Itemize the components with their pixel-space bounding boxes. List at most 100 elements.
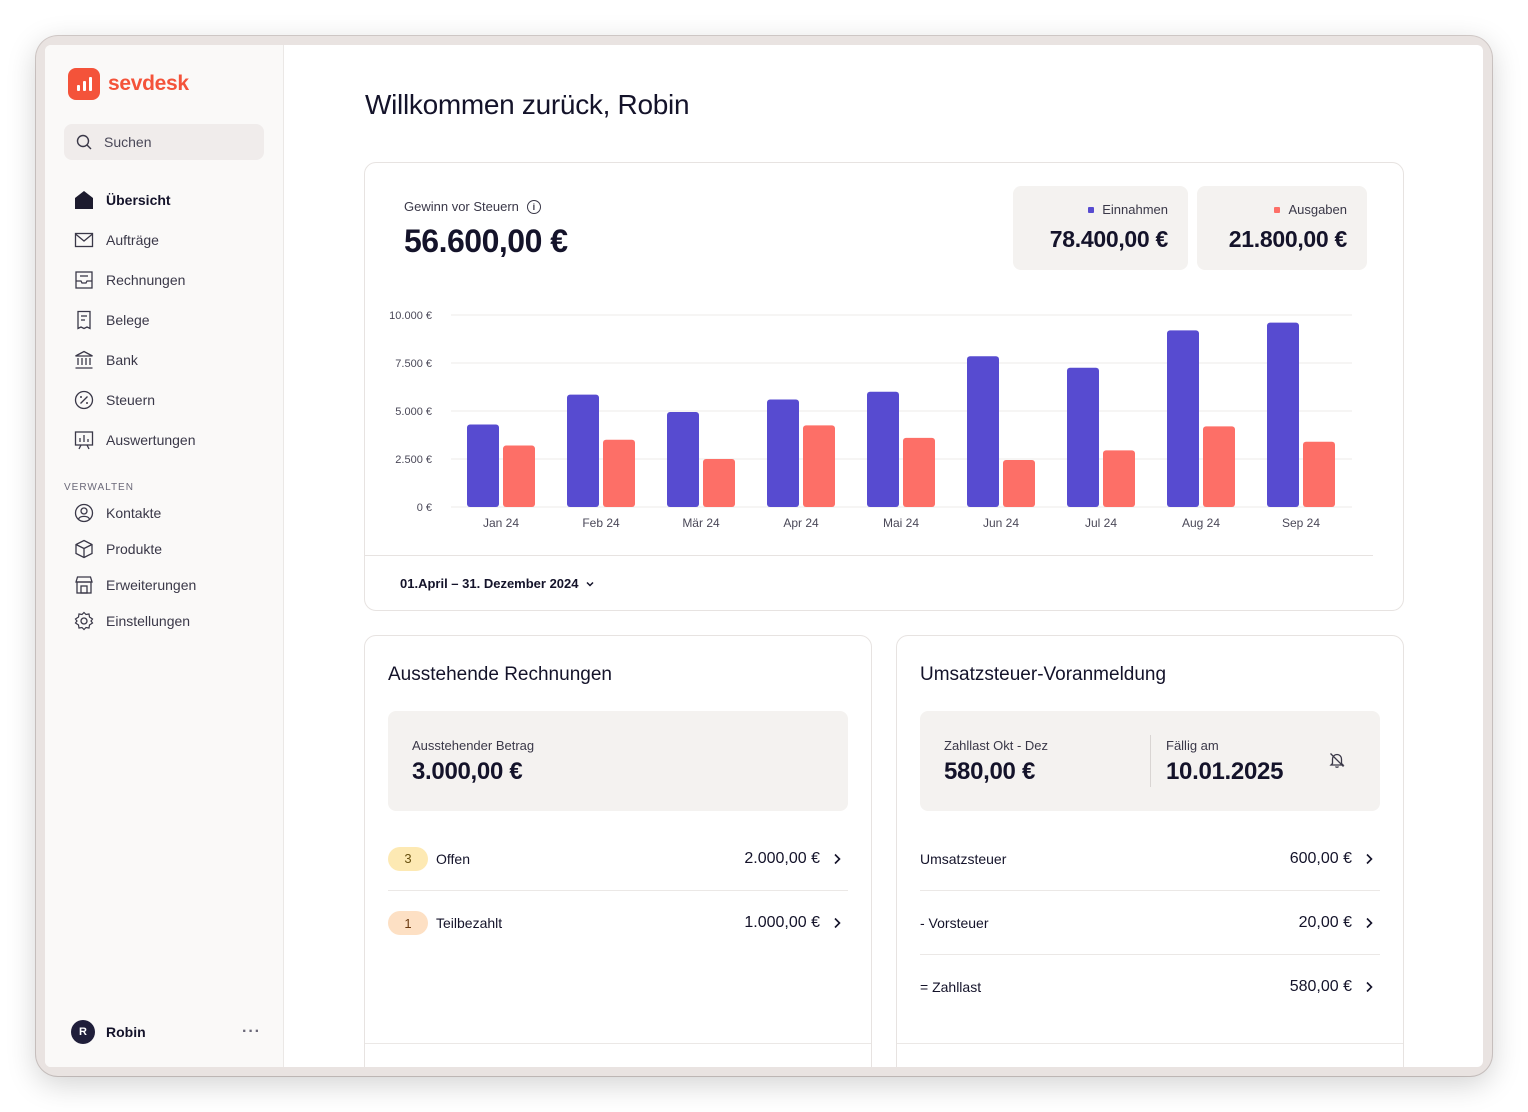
sidebar-item-rechnungen[interactable]: Rechnungen <box>64 260 264 300</box>
row-amount: 2.000,00 € <box>744 849 820 867</box>
user-menu[interactable]: R Robin ··· <box>71 1020 261 1044</box>
logo[interactable]: sevdesk <box>68 68 189 100</box>
sidebar-item-label: Erweiterungen <box>106 577 197 593</box>
profit-value: 56.600,00 € <box>404 223 568 259</box>
store-icon <box>75 576 93 594</box>
y-tick-label: 7.500 € <box>395 358 432 370</box>
sidebar-item-einstellungen[interactable]: Einstellungen <box>64 603 264 639</box>
section-label-verwalten: VERWALTEN <box>64 482 134 493</box>
expense-bar <box>603 439 635 507</box>
chart-icon <box>74 431 94 450</box>
chevron-right-icon <box>1366 981 1373 993</box>
sidebar-item-auswertungen[interactable]: Auswertungen <box>64 420 264 460</box>
date-range-selector[interactable]: 01.April – 31. Dezember 2024 <box>400 576 595 591</box>
chevron-right-icon <box>1366 853 1373 864</box>
sidebar-item-label: Rechnungen <box>106 272 186 288</box>
x-tick-label: Mai 24 <box>883 516 919 530</box>
chevron-right-icon <box>834 917 841 929</box>
expense-bar <box>1203 426 1235 507</box>
income-expense-chart: 10.000 € 7.500 € 5.000 € 2.500 € 0 € Jan 24 Fe… <box>389 310 1352 530</box>
income-bar <box>567 394 599 507</box>
x-tick-label: Apr 24 <box>783 516 819 530</box>
expense-bar <box>903 437 935 507</box>
sidebar-item-label: Bank <box>106 352 138 368</box>
row-amount: 1.000,00 € <box>744 914 820 931</box>
income-kpi: Einnahmen 78.400,00 € <box>1013 186 1188 270</box>
sidebar-item-auftraege[interactable]: Aufträge <box>64 220 264 260</box>
avatar: R <box>71 1020 95 1044</box>
outstanding-invoices-card: Ausstehende Rechnungen Ausstehender Betr… <box>364 635 872 1067</box>
expense-bar <box>703 459 735 507</box>
outstanding-title: Ausstehende Rechnungen <box>388 664 612 685</box>
row-amount: 600,00 € <box>1289 849 1352 867</box>
sidebar-item-label: Kontakte <box>106 505 162 521</box>
x-tick-label: Feb 24 <box>582 516 620 530</box>
income-label: Einnahmen <box>1102 202 1168 217</box>
chevron-right-icon <box>1366 917 1373 928</box>
x-tick-label: Mär 24 <box>682 516 720 530</box>
expense-label: Ausgaben <box>1288 202 1347 217</box>
row-label: Offen <box>436 850 470 867</box>
income-bar <box>1067 367 1099 507</box>
vat-row-zahllast[interactable]: = Zahllast 580,00 € <box>920 955 1380 1019</box>
contact-icon <box>74 503 94 523</box>
sidebar-item-steuern[interactable]: Steuern <box>64 380 264 420</box>
mail-icon <box>74 232 94 248</box>
count-badge: 3 <box>388 846 428 871</box>
outstanding-row-teilbezahlt[interactable]: 1 Teilbezahlt 1.000,00 € <box>388 891 848 955</box>
sidebar-item-produkte[interactable]: Produkte <box>64 531 264 567</box>
income-legend-dot <box>1088 206 1095 213</box>
row-amount: 580,00 € <box>1289 978 1352 995</box>
more-icon[interactable]: ··· <box>242 1023 261 1040</box>
income-bar <box>467 424 499 507</box>
vat-row-vorsteuer[interactable]: - Vorsteuer 20,00 € <box>920 891 1380 955</box>
chevron-down-icon <box>585 581 594 587</box>
row-label: Teilbezahlt <box>436 915 503 931</box>
bell-off-icon[interactable] <box>1328 751 1346 769</box>
expense-bar <box>1103 450 1135 507</box>
expense-legend-dot <box>1274 206 1281 213</box>
outstanding-row-offen[interactable]: 3 Offen 2.000,00 € <box>388 827 848 891</box>
row-label: - Vorsteuer <box>920 914 989 931</box>
count-badge: 1 <box>388 911 428 935</box>
sidebar-item-belege[interactable]: Belege <box>64 300 264 340</box>
sidebar-item-label: Übersicht <box>106 192 171 208</box>
vat-row-umsatzsteuer[interactable]: Umsatzsteuer 600,00 € <box>920 827 1380 891</box>
expense-bar <box>503 445 535 507</box>
x-tick-label: Aug 24 <box>1182 516 1220 530</box>
row-label: = Zahllast <box>920 979 982 995</box>
receipt-icon <box>77 310 91 330</box>
income-bar <box>967 356 999 507</box>
due-value: 10.01.2025 <box>1166 758 1284 785</box>
outstanding-summary-value: 3.000,00 € <box>412 758 523 785</box>
sidebar-item-label: Belege <box>106 312 150 328</box>
profit-label: Gewinn vor Steuern <box>404 199 519 214</box>
user-name: Robin <box>106 1024 146 1040</box>
y-tick-label: 0 € <box>417 502 432 514</box>
sidebar-item-uebersicht[interactable]: Übersicht <box>64 180 264 220</box>
row-label: Umsatzsteuer <box>920 850 1007 867</box>
income-bar <box>767 399 799 507</box>
sidebar-item-label: Steuern <box>106 392 156 408</box>
info-icon[interactable]: i <box>526 199 541 214</box>
income-bar <box>1167 330 1199 507</box>
y-tick-label: 5.000 € <box>395 406 432 418</box>
search-input[interactable]: Suchen <box>64 124 264 160</box>
x-tick-label: Jan 24 <box>483 516 519 530</box>
bank-icon <box>75 350 93 369</box>
sidebar-item-kontakte[interactable]: Kontakte <box>64 495 264 531</box>
profit-card: Gewinn vor Steuern i 56.600,00 € Einnahm… <box>364 162 1404 611</box>
card-footer-divider <box>365 1043 871 1044</box>
gear-icon <box>74 611 94 631</box>
inbox-icon <box>75 271 93 289</box>
card-divider <box>365 555 1373 556</box>
vat-card: Umsatzsteuer-Voranmeldung Zahllast Okt -… <box>896 635 1404 1067</box>
manage-nav: Kontakte Produkte Erweiterungen Einstell… <box>64 495 264 639</box>
income-bar <box>867 391 899 507</box>
sidebar-item-bank[interactable]: Bank <box>64 340 264 380</box>
expense-value: 21.800,00 € <box>1228 226 1348 252</box>
date-range-label: 01.April – 31. Dezember 2024 <box>400 576 579 591</box>
sidebar-item-erweiterungen[interactable]: Erweiterungen <box>64 567 264 603</box>
vat-summary: Zahllast Okt - Dez 580,00 € Fällig am 10… <box>920 711 1380 811</box>
vat-title: Umsatzsteuer-Voranmeldung <box>920 664 1167 685</box>
